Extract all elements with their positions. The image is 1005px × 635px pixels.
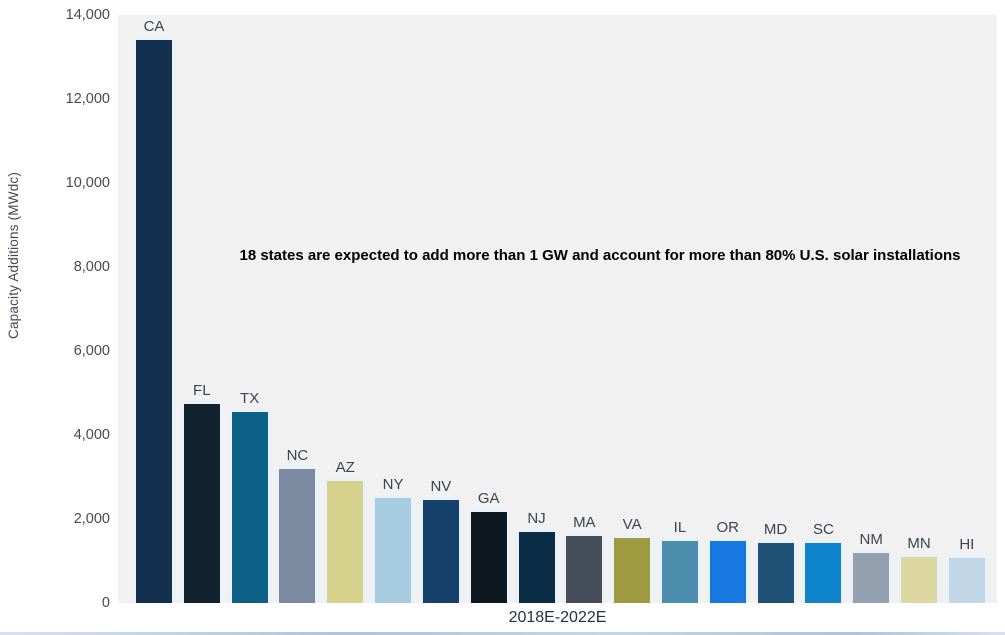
bar-label-va: VA xyxy=(622,515,642,533)
bar-label-fl: FL xyxy=(193,381,211,399)
bar-label-mn: MN xyxy=(907,534,931,552)
bar-label-nj: NJ xyxy=(527,510,546,528)
bar-label-sc: SC xyxy=(812,521,834,539)
y-tick-label: 14,000 xyxy=(65,7,110,23)
bar-nv: NV xyxy=(422,478,459,603)
bar-label-tx: TX xyxy=(240,389,260,407)
bar-label-md: MD xyxy=(763,520,788,538)
bar-hi: HI xyxy=(948,536,985,603)
x-axis-label: 2018E-2022E xyxy=(508,609,607,626)
bar-fl: FL xyxy=(183,382,220,603)
bar-va: VA xyxy=(614,516,651,603)
bar-label-az: AZ xyxy=(335,459,355,477)
bar-tx: TX xyxy=(231,390,268,603)
bar-label-or: OR xyxy=(716,519,740,537)
y-tick-label: 10,000 xyxy=(65,175,110,191)
y-tick-label: 2,000 xyxy=(73,511,110,527)
bar-label-ca: CA xyxy=(143,18,165,36)
bar-ny: NY xyxy=(375,476,412,603)
plot-area: CA FL TX NC AZ NY NV GA NJ MA VA IL OR MD SC NM MN HI xyxy=(118,15,997,603)
chart-annotation: 18 states are expected to add more than … xyxy=(239,247,961,264)
y-tick-label: 4,000 xyxy=(73,427,110,443)
bar-nj: NJ xyxy=(518,510,555,603)
bar-sc: SC xyxy=(805,521,842,603)
bar-label-nc: NC xyxy=(286,446,309,464)
bar-ca: CA xyxy=(136,18,172,603)
bar-ma: MA xyxy=(566,514,603,603)
bar-il: IL xyxy=(661,519,698,603)
y-tick-label: 8,000 xyxy=(73,259,110,275)
bar-nm: NM xyxy=(853,531,890,603)
bar-label-ny: NY xyxy=(382,476,404,493)
bar-label-ga: GA xyxy=(477,489,500,507)
y-tick-label: 0 xyxy=(101,595,110,611)
y-tick-label: 6,000 xyxy=(73,343,110,359)
bar-ga: GA xyxy=(470,490,507,603)
bar-label-il: IL xyxy=(673,518,687,536)
bar-mn: MN xyxy=(901,535,937,603)
bar-az: AZ xyxy=(327,459,364,603)
bar-label-ma: MA xyxy=(573,513,596,531)
bar-or: OR xyxy=(709,519,746,603)
y-tick-label: 12,000 xyxy=(65,91,110,107)
bar-label-hi: HI xyxy=(959,536,975,554)
y-axis-ticks: 14,000 12,000 10,000 8,000 6,000 4,000 2,000 0 xyxy=(0,0,110,635)
bar-nc: NC xyxy=(279,447,316,603)
bottom-border-line xyxy=(0,632,1005,635)
bar-label-nv: NV xyxy=(430,478,452,496)
bar-md: MD xyxy=(757,521,794,603)
bar-label-nm: NM xyxy=(859,530,883,548)
